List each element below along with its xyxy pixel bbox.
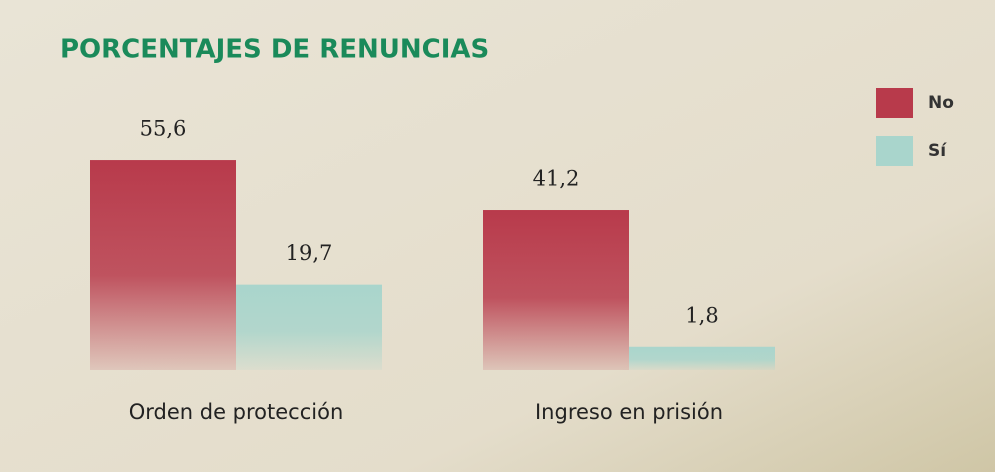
legend-label: Sí — [928, 141, 947, 161]
legend-swatch — [876, 136, 913, 166]
legend-swatch — [876, 88, 913, 118]
x-tick-label: Orden de protección — [129, 400, 344, 424]
bar — [483, 210, 629, 370]
legend-label: No — [928, 93, 954, 113]
x-tick-label: Ingreso en prisión — [535, 400, 723, 424]
chart-title: PORCENTAJES DE RENUNCIAS — [60, 35, 489, 65]
bar — [236, 285, 382, 370]
bar — [629, 347, 775, 370]
chart: PORCENTAJES DE RENUNCIAS 55,6 19,7 Orden d… — [0, 0, 995, 472]
value-label: 19,7 — [286, 241, 333, 265]
bar — [90, 160, 236, 370]
value-label: 55,6 — [140, 117, 187, 141]
value-label: 41,2 — [533, 167, 580, 191]
value-label: 1,8 — [685, 303, 718, 327]
